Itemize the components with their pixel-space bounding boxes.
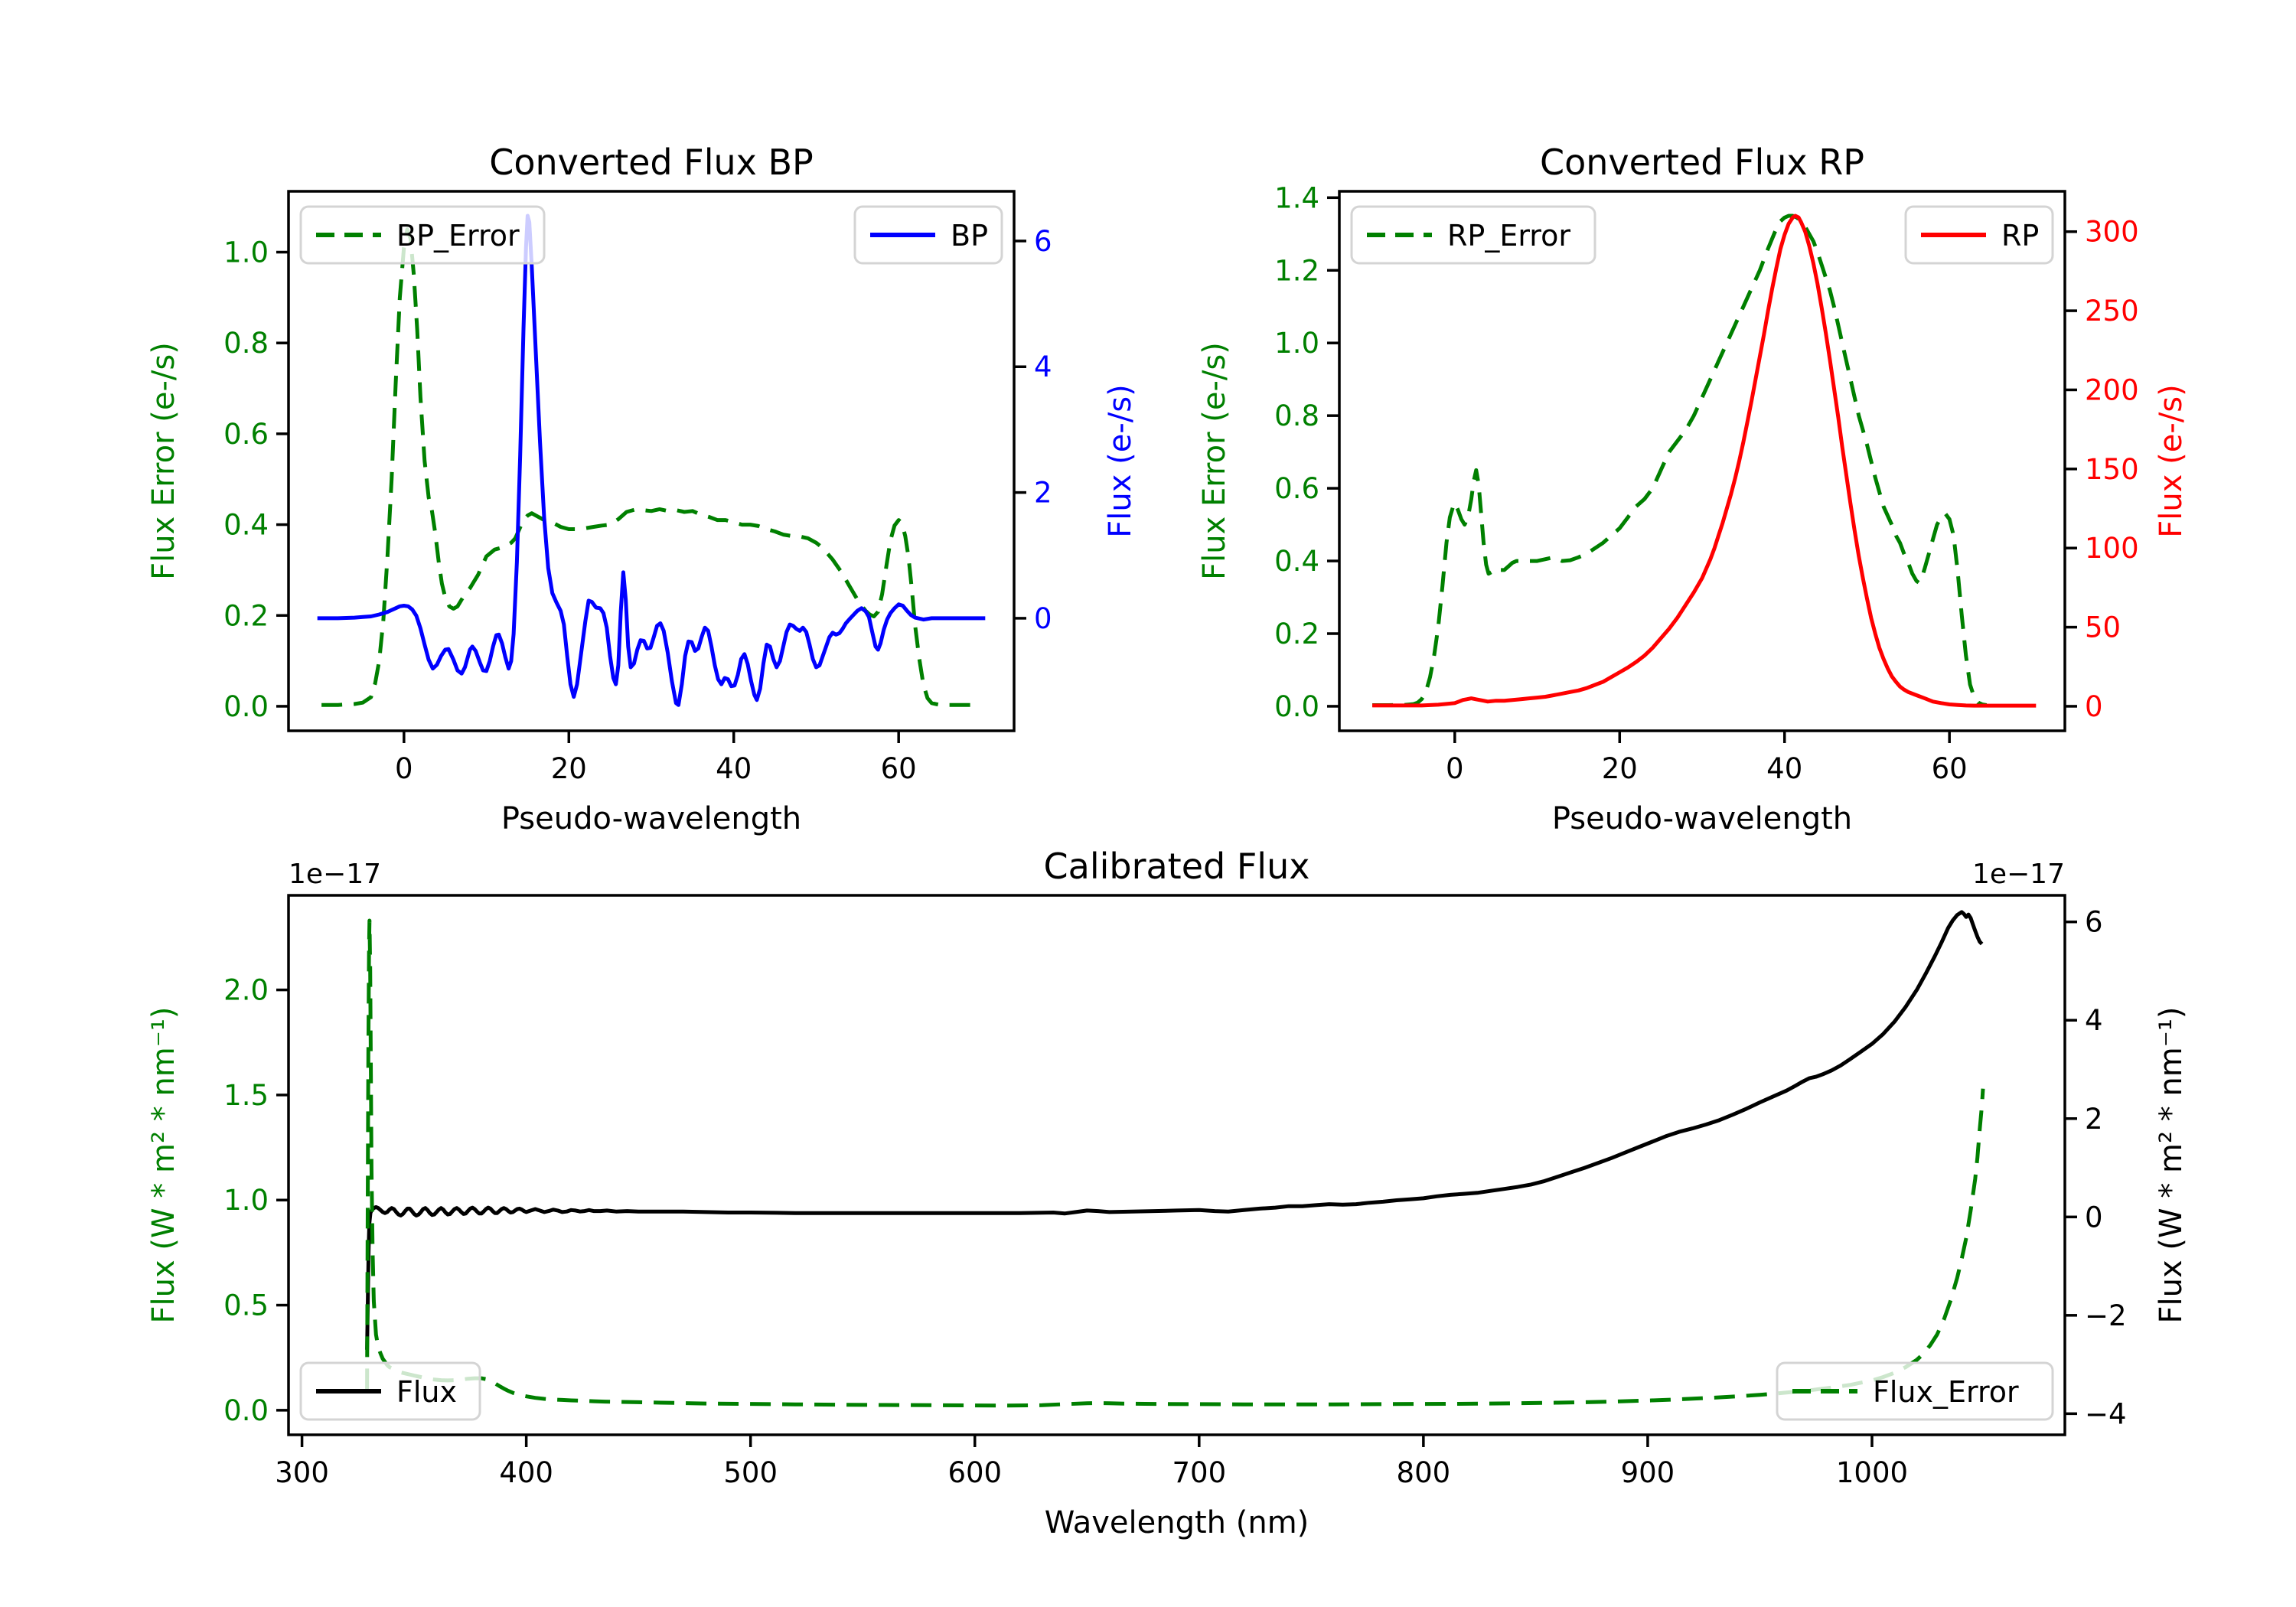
y-left-offset-text: 1e−17: [289, 859, 381, 890]
y-right-tick-label: 2: [1034, 477, 1052, 510]
bp-line: [317, 214, 986, 707]
x-axis-label: Pseudo-wavelength: [501, 801, 801, 836]
y-left-tick-label: 0.4: [1274, 545, 1319, 578]
y-left-tick-label: 0.5: [223, 1289, 269, 1322]
y-left-tick-label: 1.0: [223, 236, 269, 269]
y-left-tick-label: 0.8: [1274, 399, 1319, 432]
y-left-tick-label: 1.4: [1274, 181, 1319, 214]
y-right-tick-label: 150: [2085, 453, 2139, 486]
calibrated-flux-subplot: 300 400 500 600 700 800 900 1000 0.0 0.5 1.0 1.5 2.0…: [146, 846, 2189, 1540]
y-right-tick-label: 0: [2085, 690, 2103, 723]
legend-box: [299, 205, 546, 265]
axes-spines: [287, 190, 1016, 732]
y-left-tick-label: 0.2: [223, 599, 269, 632]
rp-error-line: [1372, 214, 1988, 707]
x-tick-label: 400: [499, 1456, 553, 1489]
y-right-tick-label: −4: [2085, 1397, 2127, 1430]
axes-spines: [1338, 190, 2066, 732]
flux-legend: Flux: [299, 1361, 481, 1421]
x-tick-label: 60: [881, 752, 917, 785]
y-left-axis-label: Flux Error (e-/s): [1197, 342, 1232, 580]
y-left-tick-label: 0.6: [1274, 472, 1319, 505]
y-left-tick-label: 0.2: [1274, 618, 1319, 650]
y-right-axis-label: Flux (W * m² * nm⁻¹): [2154, 1007, 2189, 1324]
x-tick-label: 20: [1602, 752, 1638, 785]
bp-error-legend: BP_Error: [299, 205, 546, 265]
y-right-tick-label: 4: [2085, 1004, 2103, 1037]
y-right-tick-label: 6: [1034, 225, 1052, 258]
x-tick-label: 800: [1397, 1456, 1451, 1489]
rp-legend: RP: [1904, 205, 2054, 265]
y-left-tick-label: 0.0: [223, 1394, 269, 1427]
x-tick-label: 0: [395, 752, 413, 785]
y-left-tick-label: 2.0: [223, 974, 269, 1007]
x-tick-label: 60: [1932, 752, 1968, 785]
y-left-axis-label: Flux (W * m² * nm⁻¹): [146, 1007, 181, 1324]
y-right-tick-label: 50: [2085, 611, 2121, 644]
rp-line: [1372, 214, 2037, 708]
flux-line: [365, 910, 1984, 1350]
chart-title: Calibrated Flux: [1044, 846, 1310, 887]
y-left-tick-label: 0.4: [223, 509, 269, 542]
y-left-tick-label: 0.0: [1274, 690, 1319, 723]
y-left-tick-label: 0.8: [223, 327, 269, 360]
y-right-tick-label: 250: [2085, 295, 2139, 328]
y-right-tick-label: 4: [1034, 350, 1052, 383]
legend-label: BP_Error: [396, 219, 520, 253]
bp-error-line: [321, 227, 974, 707]
axes-spines: [287, 894, 2066, 1436]
y-right-tick-label: 300: [2085, 216, 2139, 249]
x-tick-label: 600: [947, 1456, 1002, 1489]
bp-legend: BP: [853, 205, 1003, 265]
legend-box: [1350, 205, 1596, 265]
converted-flux-bp-subplot: 0 20 40 60 0.0 0.2 0.4 0.6 0.8 1.0 0 2 4 6 Converted F…: [146, 142, 1138, 836]
flux-error-line: [365, 918, 1985, 1408]
y-right-tick-label: 2: [2085, 1103, 2103, 1136]
legend-box: [299, 1361, 481, 1421]
rp-error-legend: RP_Error: [1350, 205, 1596, 265]
legend-box: [1776, 1361, 2054, 1421]
y-left-axis-label: Flux Error (e-/s): [146, 342, 181, 580]
converted-flux-rp-subplot: 0 20 40 60 0.0 0.2 0.4 0.6 0.8 1.0 1.2 1.4 0 50 100 150…: [1197, 142, 2189, 836]
y-right-tick-label: 0: [2085, 1201, 2103, 1234]
y-left-tick-label: 1.0: [1274, 327, 1319, 360]
legend-label: Flux: [396, 1375, 457, 1409]
flux-error-legend: Flux_Error: [1776, 1361, 2054, 1421]
y-right-tick-label: 6: [2085, 906, 2103, 939]
x-tick-label: 1000: [1836, 1456, 1908, 1489]
y-right-axis-label: Flux (e-/s): [2154, 384, 2189, 537]
y-right-tick-label: 100: [2085, 532, 2139, 565]
x-tick-label: 700: [1172, 1456, 1226, 1489]
x-tick-label: 40: [716, 752, 752, 785]
x-tick-label: 300: [275, 1456, 329, 1489]
legend-label: RP_Error: [1447, 219, 1570, 253]
legend-label: RP: [2001, 219, 2039, 253]
y-left-tick-label: 0.6: [223, 418, 269, 451]
x-axis-label: Pseudo-wavelength: [1552, 801, 1852, 836]
y-right-tick-label: 0: [1034, 602, 1052, 635]
x-axis-label: Wavelength (nm): [1045, 1505, 1309, 1540]
x-tick-label: 900: [1621, 1456, 1675, 1489]
y-left-tick-label: 1.2: [1274, 254, 1319, 287]
x-tick-label: 500: [723, 1456, 778, 1489]
y-right-offset-text: 1e−17: [1972, 859, 2065, 890]
chart-title: Converted Flux RP: [1540, 142, 1864, 183]
x-tick-label: 20: [551, 752, 587, 785]
x-tick-label: 0: [1446, 752, 1464, 785]
x-tick-label: 40: [1766, 752, 1802, 785]
chart-title: Converted Flux BP: [489, 142, 814, 183]
y-left-tick-label: 1.5: [223, 1079, 269, 1112]
y-right-axis-label: Flux (e-/s): [1103, 384, 1138, 537]
legend-label: BP: [951, 219, 988, 253]
y-right-tick-label: −2: [2085, 1299, 2127, 1332]
y-left-tick-label: 1.0: [223, 1184, 269, 1217]
y-right-tick-label: 200: [2085, 373, 2139, 406]
legend-label: Flux_Error: [1873, 1375, 2019, 1409]
y-left-tick-label: 0.0: [223, 690, 269, 723]
